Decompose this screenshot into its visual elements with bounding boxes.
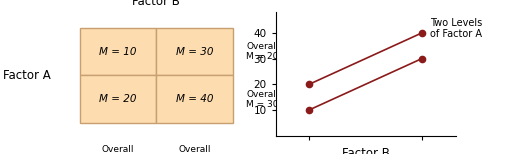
Bar — [80, 75, 156, 123]
Text: Factor A: Factor A — [3, 69, 50, 82]
Text: M = 10: M = 10 — [99, 47, 137, 57]
X-axis label: Factor B: Factor B — [342, 147, 390, 154]
Text: Factor B: Factor B — [132, 0, 180, 8]
Text: Overall
M = 35: Overall M = 35 — [179, 145, 211, 154]
Bar — [156, 75, 233, 123]
Text: M = 20: M = 20 — [99, 94, 137, 104]
Bar — [80, 28, 156, 75]
Text: Overall
M = 30: Overall M = 30 — [246, 90, 279, 109]
Bar — [156, 28, 233, 75]
Text: M = 30: M = 30 — [176, 47, 214, 57]
Text: Overall
M = 15: Overall M = 15 — [102, 145, 134, 154]
Text: Overall
M = 20: Overall M = 20 — [246, 42, 279, 61]
Text: Two Levels
of Factor A: Two Levels of Factor A — [430, 18, 483, 39]
Text: M = 40: M = 40 — [176, 94, 214, 104]
